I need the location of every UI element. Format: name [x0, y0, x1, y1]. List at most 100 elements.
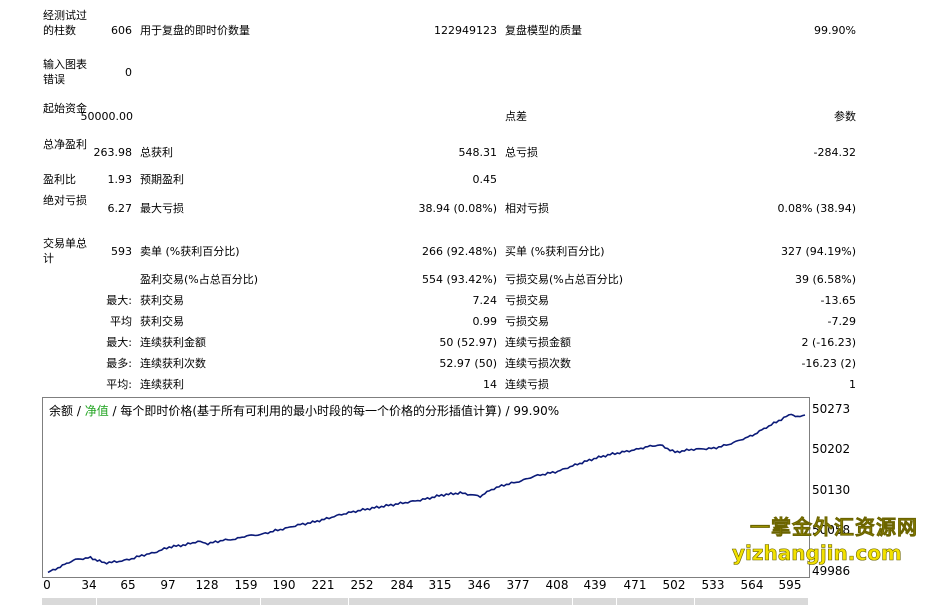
max-dd-value: 38.94 (0.08%)	[418, 202, 497, 215]
row-most-consec-win-label: 连续获利次数	[140, 357, 206, 370]
x-tick-label: 439	[583, 578, 607, 592]
row-avg-consec-loss-label: 连续亏损	[505, 378, 549, 391]
row-max-consec-win-value: 50 (52.97)	[439, 336, 497, 349]
x-tick-label: 346	[467, 578, 491, 592]
x-tick-label: 595	[778, 578, 802, 592]
errors-label: 输入图表错误	[43, 58, 87, 86]
errors-value: 0	[125, 66, 132, 79]
net-value: 263.98	[93, 146, 133, 159]
y-tick-label: 50130	[812, 483, 851, 497]
legend-balance: 余额	[49, 404, 74, 418]
bar-divider	[260, 598, 261, 605]
x-tick-label: 315	[428, 578, 452, 592]
row-max-consec-prefix: 最大:	[106, 336, 132, 349]
short-value: 266 (92.48%)	[421, 245, 497, 258]
ticks-label: 用于复盘的即时价数量	[140, 24, 250, 37]
x-tick-label: 97	[160, 578, 176, 592]
row-largest-profit-label: 获利交易	[140, 294, 184, 307]
x-tick-label: 159	[234, 578, 258, 592]
row-average-loss-value: -7.29	[827, 315, 856, 328]
row-max-consec-loss-label: 连续亏损金额	[505, 336, 571, 349]
row-most-consec-loss-value: -16.23 (2)	[801, 357, 856, 370]
expected-value: 0.45	[472, 173, 498, 186]
row-largest-loss-label: 亏损交易	[505, 294, 549, 307]
gross-loss-value: -284.32	[813, 146, 856, 159]
row-average-prefix: 平均	[110, 315, 132, 328]
legend-separator: /	[73, 404, 85, 418]
x-tick-label: 471	[623, 578, 647, 592]
row-largest-profit-value: 7.24	[472, 294, 498, 307]
gross-profit-label: 总获利	[140, 146, 173, 159]
quality-label: 复盘模型的质量	[505, 24, 582, 37]
bar-divider	[96, 598, 97, 605]
net-label: 总净盈利	[43, 138, 87, 151]
bar-divider	[348, 598, 349, 605]
balance-chart-panel	[42, 397, 810, 578]
row-most-consec-win-value: 52.97 (50)	[439, 357, 497, 370]
row-most-consec-prefix: 最多:	[106, 357, 132, 370]
gross-loss-label: 总亏损	[505, 146, 538, 159]
pf-value: 1.93	[107, 173, 133, 186]
balance-series-line	[47, 413, 806, 574]
trades-label: 交易单总计	[43, 237, 87, 265]
pf-label: 盈利比	[43, 173, 76, 186]
x-tick-label: 221	[311, 578, 335, 592]
row-average-profit-label: 获利交易	[140, 315, 184, 328]
bar-divider	[572, 598, 573, 605]
chart-legend: 余额 / 净值 / 每个即时价格(基于所有可利用的最小时段的每一个价格的分形插值…	[49, 402, 559, 419]
short-label: 卖单 (%获利百分比)	[140, 245, 240, 258]
x-tick-label: 65	[120, 578, 136, 592]
deposit-value: 50000.00	[80, 110, 134, 123]
bar-divider	[694, 598, 695, 605]
x-tick-label: 408	[545, 578, 569, 592]
params-label: 参数	[834, 110, 856, 123]
abs-dd-label: 绝对亏损	[43, 194, 87, 207]
row-average-profit-value: 0.99	[472, 315, 498, 328]
y-tick-label: 50273	[812, 402, 851, 416]
row-average-loss-label: 亏损交易	[505, 315, 549, 328]
x-tick-label: 128	[195, 578, 219, 592]
row-avg-consec-win-value: 14	[483, 378, 497, 391]
max-dd-label: 最大亏损	[140, 202, 184, 215]
x-tick-label: 0	[43, 578, 51, 592]
x-tick-label: 252	[350, 578, 374, 592]
row-avg-consec-win-label: 连续获利	[140, 378, 184, 391]
x-tick-label: 377	[506, 578, 530, 592]
legend-equity: 净值	[84, 404, 109, 418]
deposit-label: 起始资金	[43, 102, 87, 115]
y-tick-label: 50058	[812, 523, 851, 537]
spread-label: 点差	[505, 110, 527, 123]
trades-value: 593	[111, 245, 132, 258]
ticks-value: 122949123	[434, 24, 497, 37]
bar-divider	[616, 598, 617, 605]
bottom-scrollbar[interactable]	[42, 598, 808, 605]
abs-dd-value: 6.27	[107, 202, 133, 215]
loss-trades-value: 39 (6.58%)	[794, 273, 856, 286]
legend-description: 每个即时价格(基于所有可利用的最小时段的每一个价格的分形插值计算) / 99.9…	[120, 404, 560, 418]
row-avg-consec-loss-value: 1	[849, 378, 856, 391]
legend-separator: /	[108, 404, 121, 418]
bars-label: 经测试过的柱数	[43, 9, 87, 37]
watermark-line2: yizhangjin.com	[732, 541, 902, 566]
row-max-consec-win-label: 连续获利金额	[140, 336, 206, 349]
y-tick-label: 49986	[812, 564, 851, 578]
quality-value: 99.90%	[814, 24, 856, 37]
y-tick-label: 50202	[812, 442, 851, 456]
row-largest-prefix: 最大:	[106, 294, 132, 307]
row-max-consec-loss-value: 2 (-16.23)	[801, 336, 856, 349]
rel-dd-label: 相对亏损	[505, 202, 549, 215]
x-tick-label: 502	[662, 578, 686, 592]
rel-dd-value: 0.08% (38.94)	[777, 202, 856, 215]
expected-label: 预期盈利	[140, 173, 184, 186]
gross-profit-value: 548.31	[458, 146, 498, 159]
profit-trades-value: 554 (93.42%)	[421, 273, 497, 286]
balance-chart	[47, 413, 806, 574]
x-tick-label: 284	[390, 578, 414, 592]
x-tick-label: 533	[701, 578, 725, 592]
profit-trades-label: 盈利交易(%占总百分比)	[140, 273, 259, 286]
x-tick-label: 34	[81, 578, 97, 592]
bars-value: 606	[111, 24, 132, 37]
x-tick-label: 190	[272, 578, 296, 592]
long-label: 买单 (%获利百分比)	[505, 245, 605, 258]
row-largest-loss-value: -13.65	[820, 294, 856, 307]
